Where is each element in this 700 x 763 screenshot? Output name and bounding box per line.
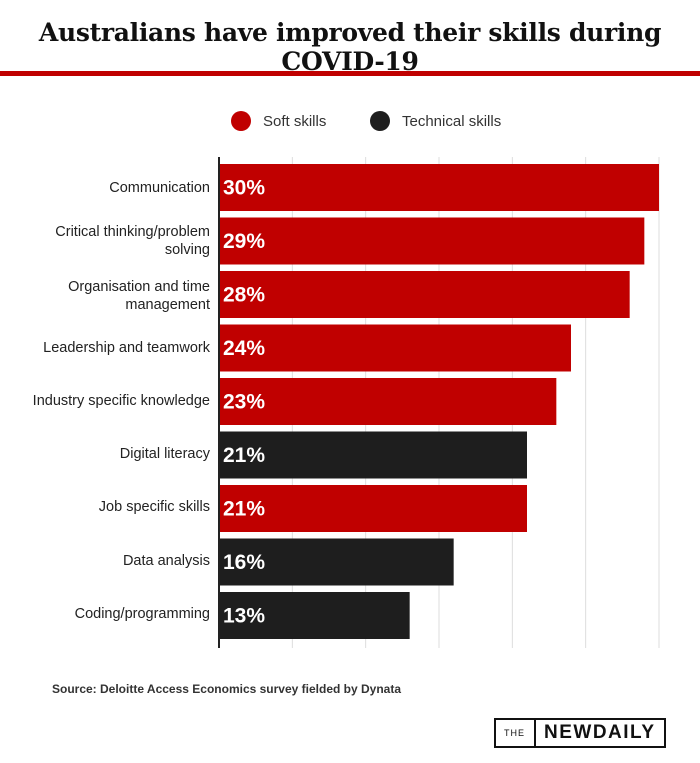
bar-value-label: 13% — [223, 605, 265, 628]
category-label: Critical thinking/problem solving — [55, 224, 210, 258]
bar-value-label: 24% — [223, 337, 265, 360]
bar-value-label: 29% — [223, 230, 265, 253]
legend-swatch-soft-skills — [231, 111, 251, 131]
category-label: Communication — [109, 180, 210, 196]
category-label: Coding/programming — [74, 606, 210, 622]
bar — [219, 592, 410, 639]
bar-value-label: 30% — [223, 177, 265, 200]
category-label: Organisation and time management — [68, 279, 210, 313]
bar-value-label: 21% — [223, 498, 265, 521]
title-rule — [0, 71, 700, 76]
bar — [219, 431, 527, 479]
bar — [219, 271, 630, 318]
bar — [219, 217, 645, 265]
bar — [219, 538, 454, 586]
category-label: Leadership and teamwork — [43, 340, 210, 356]
legend-swatch-technical-skills — [370, 111, 390, 131]
chart-title: Australians have improved their skills d… — [38, 18, 662, 76]
source-note: Source: Deloitte Access Economics survey… — [52, 682, 402, 696]
category-label: Data analysis — [122, 553, 210, 569]
bar — [219, 164, 659, 211]
category-label: Digital literacy — [119, 446, 210, 462]
bar — [219, 324, 571, 372]
bar — [219, 485, 527, 532]
legend-item-soft-skills: Soft skills — [231, 111, 326, 131]
bar-value-label: 23% — [223, 391, 265, 414]
category-label: Job specific skills — [98, 499, 210, 515]
legend-item-technical-skills: Technical skills — [370, 111, 501, 131]
logo-prefix: THE — [504, 728, 525, 738]
logo-divider — [534, 720, 536, 746]
bar-value-label: 28% — [223, 284, 265, 307]
bar-value-label: 21% — [223, 444, 265, 467]
newdaily-logo: THE NEWDAILY — [494, 718, 666, 748]
logo-name: NEWDAILY — [544, 722, 656, 743]
legend-label-technical-skills: Technical skills — [402, 112, 502, 130]
bar — [219, 378, 557, 425]
legend-label-soft-skills: Soft skills — [263, 112, 327, 130]
category-label: Industry specific knowledge — [32, 393, 210, 409]
bar-value-label: 16% — [223, 551, 265, 574]
